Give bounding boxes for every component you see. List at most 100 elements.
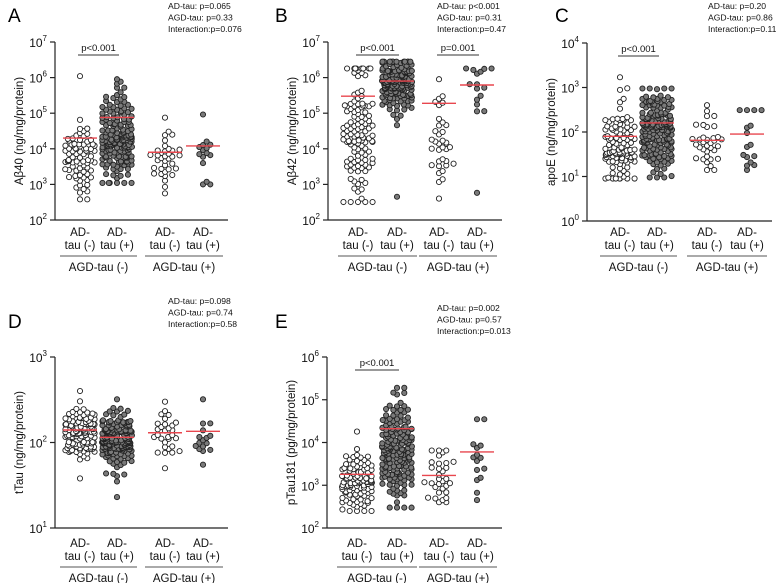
y-tick-label: 107 — [302, 34, 320, 50]
significance-label: p<0.001 — [621, 44, 656, 55]
data-point — [113, 396, 121, 403]
data-point — [176, 146, 183, 153]
data-point — [747, 141, 754, 148]
data-point — [176, 448, 183, 455]
y-tick-label: 105 — [29, 105, 47, 121]
data-point — [443, 459, 450, 467]
data-point — [383, 412, 390, 419]
y-tick-label: 106 — [301, 349, 319, 365]
data-point — [714, 133, 721, 141]
data-point — [751, 153, 758, 160]
data-point — [347, 465, 354, 472]
y-tick-label: 102 — [29, 212, 47, 228]
data-point — [161, 465, 169, 472]
category-label-line1: AD- — [70, 227, 90, 239]
data-point — [668, 172, 675, 180]
data-point — [362, 156, 369, 164]
y-tick-label: 101 — [561, 169, 579, 185]
data-point — [401, 504, 408, 511]
data-point — [481, 108, 488, 115]
data-point — [99, 417, 107, 424]
data-point — [110, 404, 117, 412]
data-point — [624, 85, 631, 92]
data-point — [84, 125, 91, 132]
data-point — [161, 114, 169, 121]
data-point — [117, 405, 124, 412]
data-point — [196, 151, 203, 158]
y-tick-label: 103 — [29, 349, 47, 365]
data-point — [121, 471, 128, 478]
category-label-line2: tau (+) — [640, 240, 674, 252]
data-point — [439, 137, 446, 144]
category-label-line1: AD- — [737, 227, 757, 239]
data-point — [703, 102, 711, 109]
data-point — [435, 489, 443, 496]
data-point — [199, 427, 207, 434]
data-point — [73, 405, 80, 412]
data-point — [646, 85, 653, 92]
data-point — [76, 196, 84, 203]
y-axis-label: Aβ42 (ng/mg/protein) — [287, 77, 299, 185]
data-point — [664, 94, 671, 101]
data-point — [363, 475, 370, 482]
tick-base: 10 — [302, 36, 316, 50]
data-point — [203, 138, 210, 145]
data-point — [631, 146, 638, 153]
category-label-line2: tau (+) — [380, 551, 414, 563]
data-point — [165, 166, 172, 173]
y-tick-label: 102 — [302, 212, 320, 228]
significance-label: p<0.001 — [360, 43, 395, 54]
data-point — [473, 466, 481, 473]
data-point — [473, 489, 481, 496]
category-label-line1: AD- — [155, 227, 175, 239]
data-point — [110, 172, 117, 179]
data-point — [439, 156, 446, 163]
y-tick-label: 103 — [561, 80, 579, 96]
data-point — [481, 65, 488, 72]
data-point — [747, 122, 754, 129]
tick-exponent: 2 — [316, 212, 321, 221]
data-point — [401, 58, 408, 65]
data-point — [703, 108, 711, 115]
data-point — [439, 144, 446, 151]
data-point — [76, 73, 84, 80]
category-label-line2: tau (+) — [460, 551, 494, 563]
data-point — [653, 86, 661, 93]
data-point — [473, 189, 481, 196]
data-point — [477, 474, 484, 481]
data-point — [435, 447, 443, 454]
category-label-line1: AD- — [387, 227, 407, 239]
data-point — [354, 198, 362, 206]
data-point — [408, 504, 415, 511]
data-point — [408, 464, 415, 471]
data-point — [450, 160, 457, 167]
data-point — [364, 453, 371, 460]
y-axis-label: apoE (ng/mg/protein) — [546, 78, 558, 186]
data-point — [360, 65, 367, 72]
panel-letter: D — [8, 312, 22, 333]
data-point — [369, 100, 376, 107]
data-point — [751, 107, 758, 114]
y-tick-label: 101 — [29, 520, 47, 536]
data-point — [110, 470, 117, 477]
data-point — [435, 460, 443, 467]
y-tick-label: 107 — [29, 34, 47, 50]
data-point — [161, 190, 169, 197]
data-point — [80, 186, 87, 193]
y-tick-label: 104 — [302, 141, 320, 157]
data-point — [105, 179, 112, 186]
panel-letter: B — [275, 6, 288, 27]
data-point — [62, 166, 69, 173]
data-point — [443, 494, 450, 502]
category-label-line2: tau (+) — [460, 240, 494, 252]
stat-text: AGD-tau: p=0.57 — [437, 315, 502, 325]
panel-d: D AD-tau: p=0.098 AGD-tau: p=0.74Interacti… — [8, 296, 237, 583]
data-point — [369, 155, 376, 162]
data-point — [700, 134, 707, 141]
stat-text: AGD-tau: p=0.31 — [437, 13, 502, 23]
tick-base: 10 — [561, 126, 575, 140]
data-point — [358, 186, 365, 193]
tick-base: 10 — [302, 107, 316, 121]
category-label-line1: AD- — [387, 538, 407, 550]
category-label-line1: AD- — [70, 538, 90, 550]
